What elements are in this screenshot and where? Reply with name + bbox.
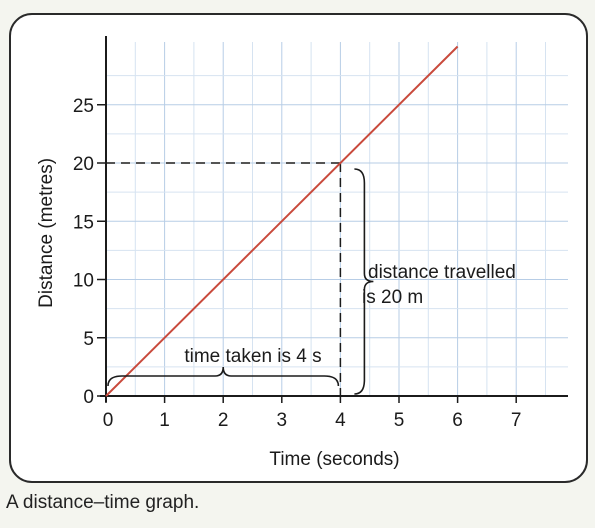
- y-tick-label: 5: [83, 329, 94, 350]
- distance-brace: [354, 168, 374, 395]
- x-tick-label: 2: [218, 410, 229, 431]
- series-line: [105, 45, 459, 397]
- x-tick-label: 5: [394, 410, 405, 431]
- x-tick-label: 6: [452, 410, 463, 431]
- y-tick-label: 10: [73, 271, 94, 292]
- axes: [100, 36, 568, 402]
- x-tick-label: 1: [159, 410, 170, 431]
- x-tick-label: 7: [511, 410, 522, 431]
- ticks: 0 1 2 3 4 5 6 7 0 5 10 15 20 25: [73, 96, 522, 431]
- chart-frame: [9, 13, 588, 483]
- y-tick-label: 25: [73, 96, 94, 117]
- time-brace: [107, 366, 340, 387]
- x-tick-label: 0: [103, 410, 114, 431]
- braces: [107, 168, 374, 395]
- y-tick-label: 20: [73, 154, 94, 175]
- distance-time-chart: 0 1 2 3 4 5 6 7 0 5 10 15 20 25 Time (seconds) Distan…: [9, 13, 588, 483]
- time-taken-annotation: time taken is 4 s: [184, 346, 321, 367]
- y-tick-label: 0: [83, 387, 94, 408]
- distance-travelled-annotation-line1: distance travelled: [368, 262, 516, 283]
- x-tick-label: 4: [335, 410, 346, 431]
- x-axis-label: Time (seconds): [269, 449, 399, 470]
- x-tick-label: 3: [277, 410, 288, 431]
- figure-caption: A distance–time graph.: [6, 492, 200, 513]
- guide-lines: [106, 162, 342, 396]
- distance-travelled-annotation-line2: is 20 m: [362, 287, 423, 308]
- grid: [106, 42, 568, 396]
- y-tick-label: 15: [73, 212, 94, 233]
- series: [105, 45, 459, 397]
- y-axis-label: Distance (metres): [36, 158, 57, 308]
